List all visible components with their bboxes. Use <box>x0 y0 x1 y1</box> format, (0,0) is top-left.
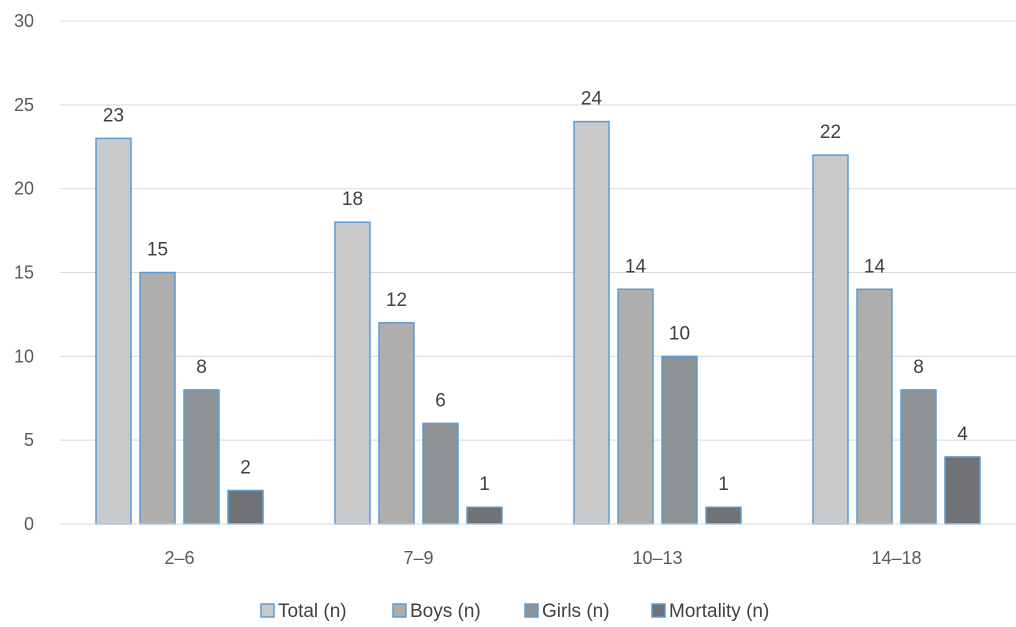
data-labels: 23 15 8 2 18 12 6 1 24 14 10 1 22 14 8 4 <box>103 89 968 496</box>
legend-swatch <box>260 603 275 618</box>
y-tick-label: 5 <box>24 430 34 450</box>
bar <box>139 271 176 525</box>
bar <box>227 489 264 525</box>
data-label: 15 <box>147 240 168 261</box>
bar <box>466 506 503 525</box>
legend-swatch <box>651 603 666 618</box>
bar <box>422 422 459 525</box>
legend: Total (n) Boys (n) Girls (n) Mortality (n) <box>260 601 769 622</box>
data-label: 14 <box>625 256 647 277</box>
bar <box>617 288 654 525</box>
bar <box>661 355 698 525</box>
data-label: 1 <box>479 474 490 495</box>
data-label: 14 <box>864 256 886 277</box>
data-label: 24 <box>581 89 603 110</box>
data-label: 2 <box>240 457 251 478</box>
bar <box>378 322 415 525</box>
x-tick-label: 10–13 <box>632 548 682 568</box>
x-axis: 2–6 7–9 10–13 14–18 <box>60 523 1016 568</box>
data-label: 22 <box>820 122 841 143</box>
legend-swatch <box>392 603 407 618</box>
data-label: 4 <box>957 424 968 445</box>
x-tick-label: 7–9 <box>403 548 433 568</box>
data-label: 6 <box>435 390 446 411</box>
x-tick-label: 14–18 <box>871 548 921 568</box>
x-tick-label: 2–6 <box>164 548 194 568</box>
bars <box>95 120 981 525</box>
legend-label: Total (n) <box>278 601 347 622</box>
bar <box>705 506 742 525</box>
bar <box>95 137 132 525</box>
bar <box>900 389 937 525</box>
bar <box>812 154 849 525</box>
legend-label: Girls (n) <box>542 601 610 622</box>
legend-label: Boys (n) <box>410 601 481 622</box>
data-label: 18 <box>342 189 363 210</box>
data-label: 10 <box>669 323 690 344</box>
bar <box>334 221 371 525</box>
bar <box>183 389 220 525</box>
y-tick-label: 15 <box>14 263 34 283</box>
legend-label: Mortality (n) <box>669 601 769 622</box>
y-tick-label: 20 <box>14 179 34 199</box>
y-tick-label: 25 <box>14 95 34 115</box>
data-label: 8 <box>913 357 924 378</box>
y-axis: 0 5 10 15 20 25 30 <box>14 11 34 534</box>
data-label: 23 <box>103 105 124 126</box>
bar <box>856 288 893 525</box>
y-tick-label: 0 <box>24 514 34 534</box>
bar <box>944 456 981 525</box>
data-label: 8 <box>196 357 207 378</box>
data-label: 12 <box>386 290 407 311</box>
y-tick-label: 30 <box>14 11 34 31</box>
data-label: 1 <box>718 474 729 495</box>
y-tick-label: 10 <box>14 346 34 366</box>
bar <box>573 120 610 525</box>
legend-swatch <box>524 603 539 618</box>
